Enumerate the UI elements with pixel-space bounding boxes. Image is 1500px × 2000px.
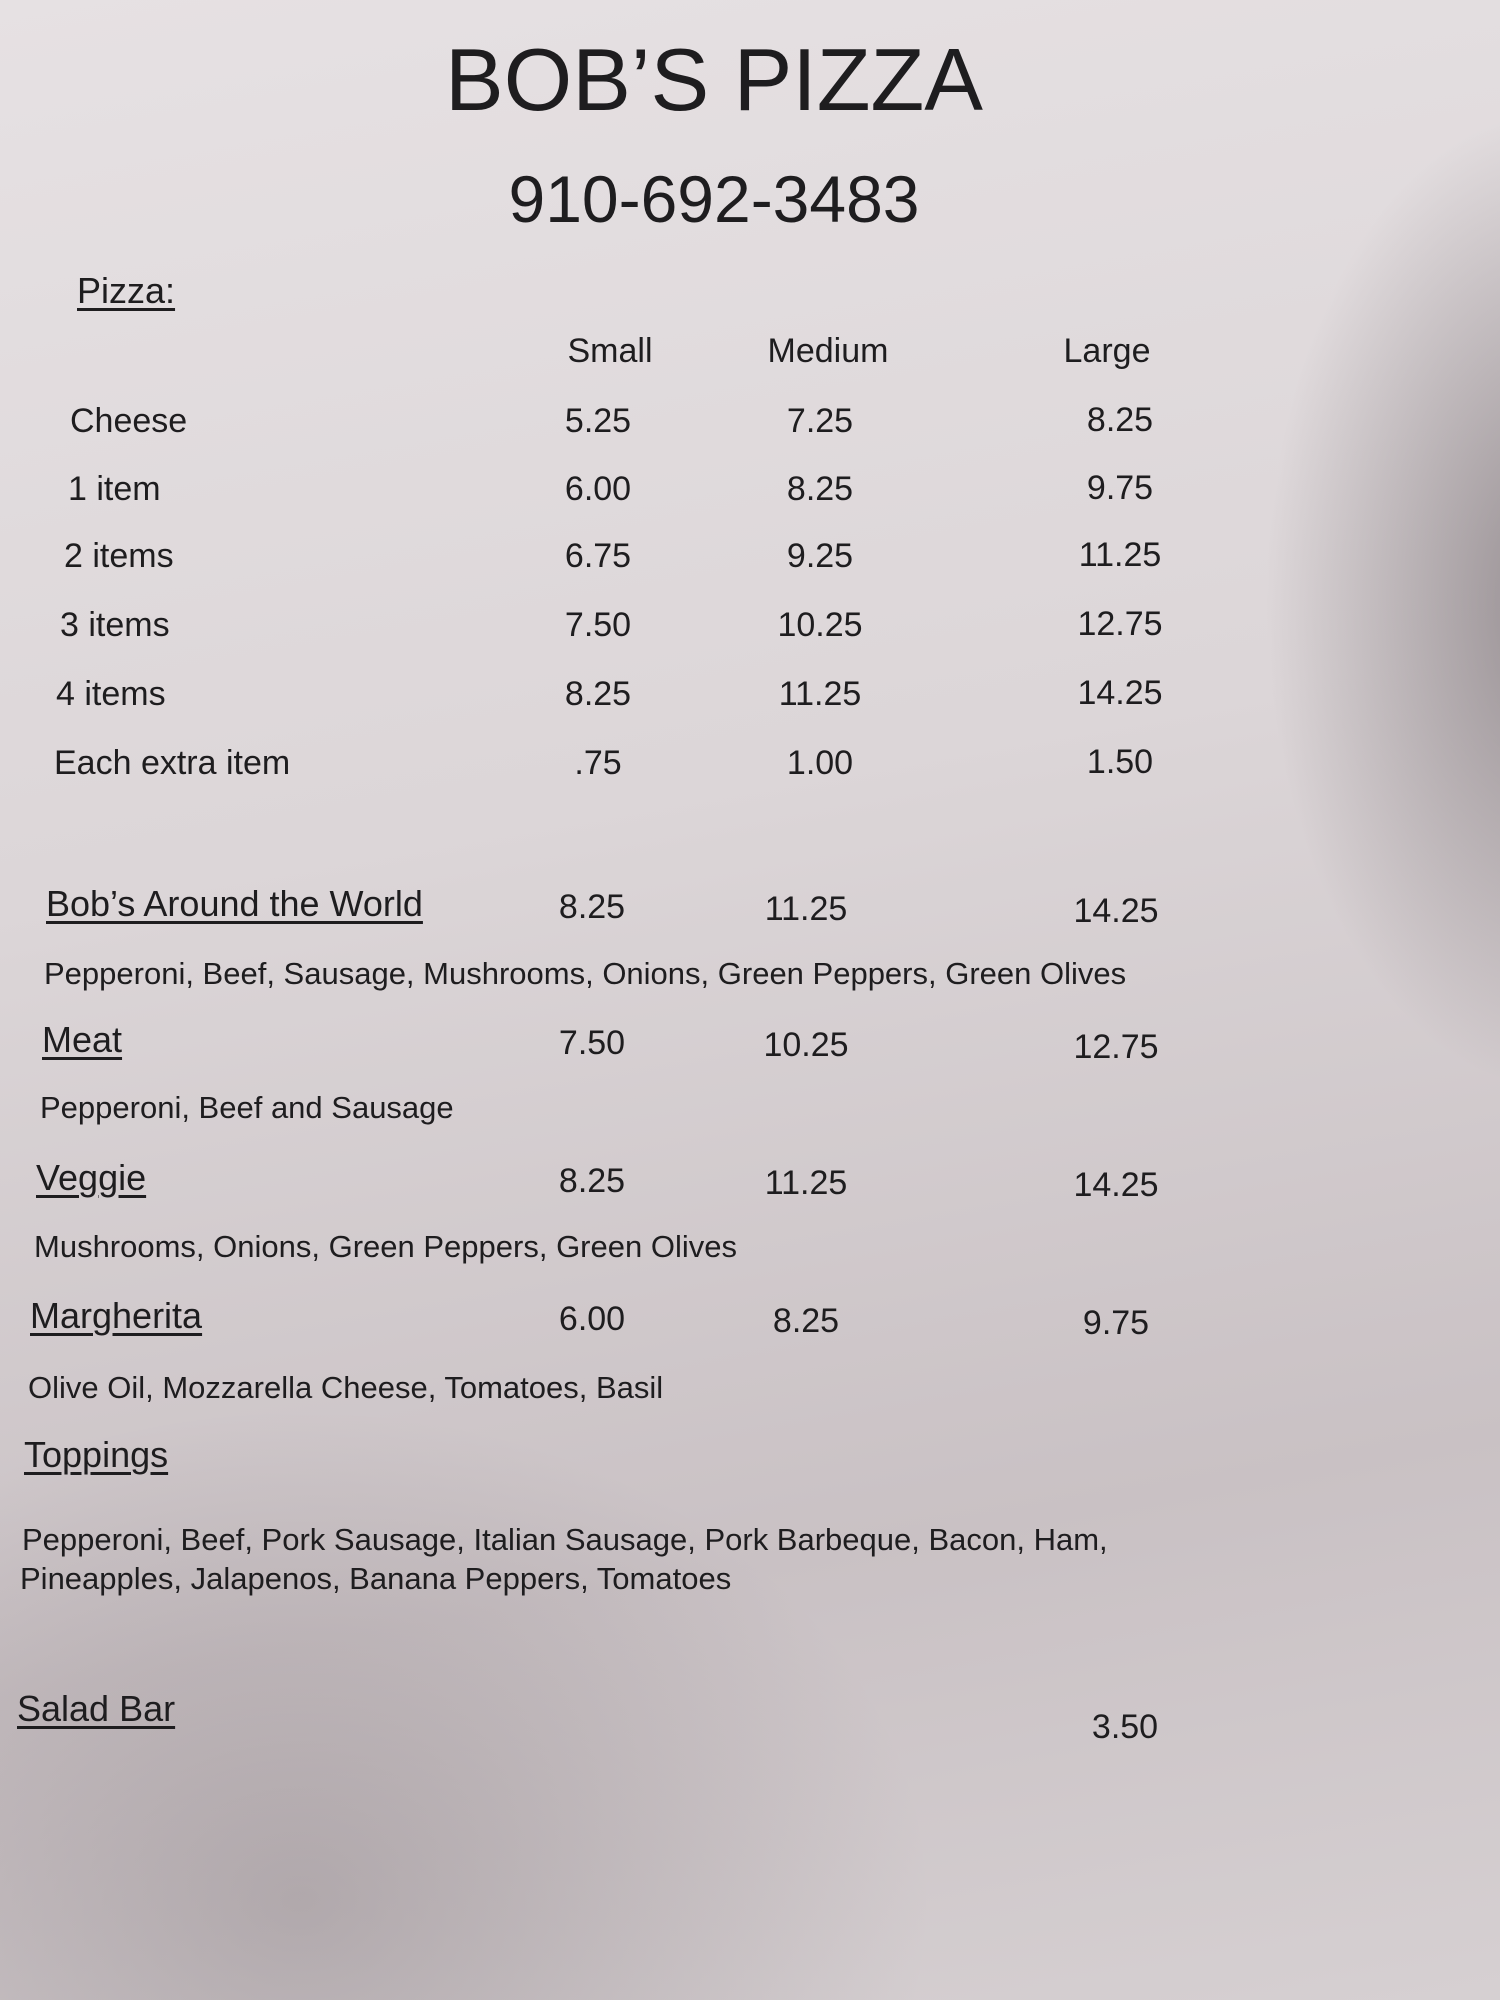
pizza-price-medium: 10.25 [777,606,863,644]
pizza-price-large: 11.25 [1078,536,1162,574]
pizza-price-medium: 11.25 [778,675,862,713]
specialty-price-large: 9.75 [1082,1304,1150,1342]
size-header-small: Small [567,332,653,370]
specialty-price-large: 14.25 [1073,892,1159,930]
size-header-large: Large [1063,332,1151,370]
pizza-price-small: 6.00 [564,470,632,508]
specialty-price-small: 6.00 [558,1300,626,1338]
pizza-price-large: 8.25 [1086,401,1154,439]
salad-bar-label: Salad Bar [17,1688,176,1729]
pizza-price-small: 6.75 [564,537,632,575]
pizza-price-large: 12.75 [1077,605,1163,643]
pizza-price-large: 9.75 [1086,469,1154,507]
toppings-label: Toppings [24,1434,169,1475]
pizza-price-small: 8.25 [564,675,632,713]
pizza-price-small: .75 [574,744,622,782]
specialty-name: Margherita [30,1295,203,1336]
specialty-price-medium: 11.25 [764,1164,848,1202]
specialty-price-medium: 11.25 [764,890,848,928]
specialty-name: Bob’s Around the World [46,883,423,924]
specialty-price-medium: 8.25 [772,1302,840,1340]
specialty-name: Veggie [36,1157,147,1198]
toppings-list-line-1: Pepperoni, Beef, Pork Sausage, Italian S… [22,1522,1108,1557]
restaurant-title: BOB’S PIZZA [445,30,983,129]
specialty-price-small: 8.25 [558,888,626,926]
pizza-price-small: 7.50 [564,606,632,644]
pizza-row-label: Cheese [70,402,188,440]
specialty-description: Pepperoni, Beef and Sausage [40,1090,454,1125]
pizza-price-medium: 1.00 [786,744,854,782]
pizza-row-label: 3 items [60,606,170,644]
phone-number: 910-692-3483 [508,162,920,236]
specialty-price-small: 7.50 [558,1024,626,1062]
pizza-price-medium: 8.25 [786,470,854,508]
toppings-list-line-2: Pineapples, Jalapenos, Banana Peppers, T… [20,1561,732,1596]
pizza-price-large: 14.25 [1077,674,1163,712]
pizza-price-small: 5.25 [564,402,632,440]
pizza-row-label: 4 items [56,675,166,713]
pizza-price-medium: 9.25 [786,537,854,575]
specialty-description: Olive Oil, Mozzarella Cheese, Tomatoes, … [28,1370,664,1405]
specialty-price-large: 12.75 [1073,1028,1159,1066]
pizza-row-label: Each extra item [54,744,291,782]
salad-bar-price: 3.50 [1091,1708,1159,1746]
specialty-description: Pepperoni, Beef, Sausage, Mushrooms, Oni… [44,956,1127,991]
pizza-row-label: 1 item [68,470,161,508]
pizza-price-large: 1.50 [1086,743,1154,781]
pizza-row-label: 2 items [64,537,174,575]
specialty-description: Mushrooms, Onions, Green Peppers, Green … [34,1229,737,1264]
pizza-price-medium: 7.25 [786,402,854,440]
specialty-name: Meat [42,1019,123,1060]
specialty-price-medium: 10.25 [763,1026,849,1064]
specialty-price-large: 14.25 [1073,1166,1159,1204]
pizza-section-label: Pizza: [77,270,176,311]
specialty-price-small: 8.25 [558,1162,626,1200]
size-header-medium: Medium [767,332,889,370]
